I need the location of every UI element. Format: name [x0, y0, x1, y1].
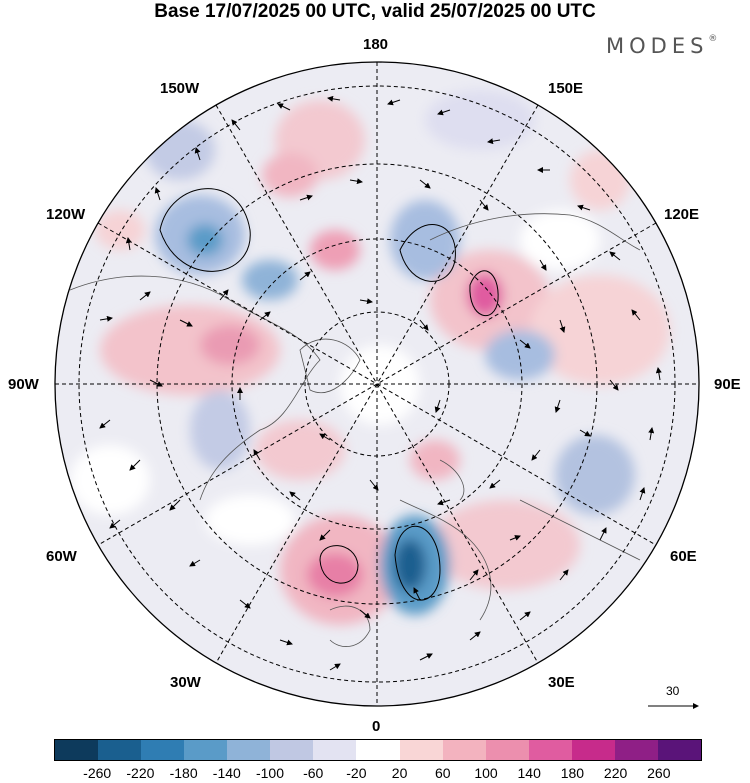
lon-label-90w: 90W: [8, 376, 39, 393]
colorbar-segment: [485, 740, 529, 760]
colorbar-tick-label: -100: [255, 765, 285, 781]
colorbar-segment: [614, 740, 658, 760]
colorbar-tick-label: -220: [126, 765, 155, 781]
colorbar-segment: [184, 740, 228, 760]
colorbar-tick-label: 140: [517, 765, 541, 781]
colorbar-segment: [399, 740, 443, 760]
colorbar-segment: [55, 740, 99, 760]
anomaly-field: [55, 62, 699, 706]
lon-label-60w: 60W: [46, 548, 77, 565]
lon-label-120e: 120E: [664, 206, 700, 223]
modes-logo: MODES®: [606, 34, 717, 58]
colorbar-tick-label: -180: [169, 765, 198, 781]
lon-label-90e: 90E: [714, 376, 741, 393]
graticule: [55, 62, 699, 706]
colorbar-tick-label: 180: [560, 765, 585, 781]
wind-vectors: [99, 95, 662, 671]
colorbar-segment: [528, 740, 572, 760]
colorbar-tick-label: -260: [83, 765, 112, 781]
brand-text: MODES: [606, 34, 709, 58]
colorbar-segment: [270, 740, 314, 760]
colorbar-segment: [356, 740, 400, 760]
colorbar-tick-label: -20: [346, 765, 367, 781]
colorbar-tick-label: -60: [303, 765, 324, 781]
lon-label-150w: 150W: [160, 80, 200, 97]
map-title: Base 17/07/2025 00 UTC, valid 25/07/2025…: [154, 1, 596, 22]
colorbar-tick-label: 100: [474, 765, 498, 781]
colorbar-segment: [571, 740, 615, 760]
colorbar-segment: [227, 740, 271, 760]
lon-label-0: 0: [372, 718, 381, 735]
colorbar-tick-label: -140: [212, 765, 241, 781]
vector-scale-label: 30: [666, 684, 680, 698]
colorbar-segment: [442, 740, 486, 760]
lon-label-180: 180: [363, 36, 389, 53]
lon-label-120w: 120W: [46, 206, 86, 223]
colorbar-segment: [141, 740, 185, 760]
colorbar-tick-label: 60: [435, 765, 451, 781]
colorbar-segment: [657, 740, 701, 760]
map-boundary: [54, 61, 700, 707]
lon-label-30w: 30W: [170, 674, 201, 691]
colorbar-segment: [313, 740, 357, 760]
lon-label-150e: 150E: [548, 80, 584, 97]
colorbar-tick-label: 220: [603, 765, 628, 781]
lon-label-60e: 60E: [670, 548, 697, 565]
colorbar: [54, 739, 702, 761]
polar-map: [54, 61, 700, 709]
registered-mark: ®: [708, 34, 718, 44]
colorbar-tick-label: 20: [391, 765, 408, 781]
lon-label-30e: 30E: [548, 674, 575, 691]
colorbar-tick-label: 260: [647, 765, 671, 781]
height-contours: [159, 188, 499, 601]
colorbar-ticks: -260 -220 -180 -140 -100 -60 -20 20 60 100 140 180 2…: [54, 765, 702, 783]
colorbar-segment: [98, 740, 142, 760]
